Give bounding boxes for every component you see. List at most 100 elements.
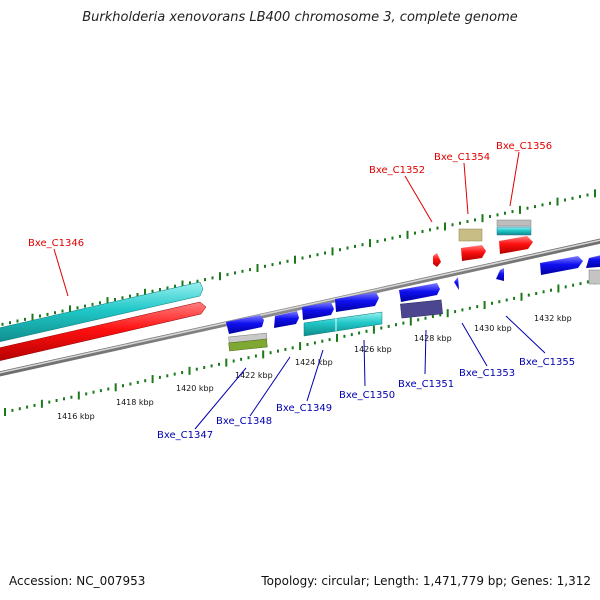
minor-tick [431, 315, 434, 318]
gene-feature[interactable] [0, 281, 204, 344]
bottom-gene-labels: Bxe_C1347 Bxe_C1348 Bxe_C1349 Bxe_C1350 … [157, 315, 575, 441]
minor-tick [429, 228, 431, 232]
minor-tick [550, 288, 552, 292]
cds-feature[interactable] [302, 302, 334, 320]
cds-feature[interactable] [0, 301, 207, 363]
gene-label-bxe-c1355[interactable]: Bxe_C1355 [519, 357, 575, 368]
major-tick [69, 305, 71, 314]
minor-tick [361, 243, 364, 247]
gene-feature[interactable] [496, 226, 532, 236]
cds-feature[interactable] [540, 256, 583, 275]
minor-tick [526, 206, 529, 210]
minor-tick [204, 278, 206, 282]
gene-label-bxe-c1356[interactable]: Bxe_C1356 [496, 141, 552, 152]
minor-tick [189, 281, 191, 285]
minor-tick [26, 405, 29, 409]
gene-feature[interactable] [400, 299, 443, 319]
gene-label-bxe-c1348[interactable]: Bxe_C1348 [216, 416, 272, 427]
major-tick [369, 239, 371, 248]
minor-tick [195, 367, 198, 371]
minor-tick [121, 296, 124, 300]
major-tick [31, 313, 34, 322]
scale-label: 1432 kbp [534, 314, 572, 323]
major-tick [483, 301, 486, 309]
minor-tick [18, 407, 21, 411]
minor-tick [1, 322, 4, 326]
gene-bxe-c1346[interactable] [0, 281, 207, 363]
minor-tick [527, 293, 530, 297]
cds-feature[interactable] [399, 283, 440, 302]
gene-label-bxe-c1354[interactable]: Bxe_C1354 [434, 152, 490, 163]
gene-feature[interactable] [588, 269, 600, 285]
minor-tick [9, 321, 11, 325]
minor-tick [269, 351, 272, 355]
minor-tick [439, 313, 442, 317]
major-tick [188, 366, 191, 375]
major-tick [219, 272, 221, 281]
minor-tick [399, 234, 401, 238]
minor-tick [511, 210, 514, 214]
minor-tick [196, 279, 199, 283]
summary-label: Topology: circular; Length: 1,471,779 bp… [261, 574, 591, 588]
cds-feature[interactable] [496, 268, 504, 281]
minor-tick [534, 205, 536, 209]
cds-feature[interactable] [461, 245, 486, 261]
minor-tick [241, 269, 244, 273]
minor-tick [240, 357, 243, 361]
minor-tick [99, 389, 102, 393]
gene-label-bxe-c1347[interactable]: Bxe_C1347 [157, 430, 213, 441]
cds-feature[interactable] [454, 277, 459, 290]
minor-tick [505, 298, 508, 302]
minor-tick [234, 271, 236, 275]
minor-tick [354, 244, 356, 248]
cds-feature[interactable] [499, 236, 533, 254]
minor-tick [468, 306, 471, 310]
backbone [0, 238, 600, 377]
minor-tick [249, 268, 251, 272]
minor-tick [358, 331, 361, 335]
cds-feature[interactable] [433, 253, 441, 267]
minor-tick [402, 321, 405, 325]
gene-label-bxe-c1353[interactable]: Bxe_C1353 [459, 368, 515, 379]
cds-feature[interactable] [335, 292, 379, 312]
cds-feature[interactable] [226, 315, 264, 334]
major-tick [225, 358, 228, 367]
major-tick [4, 408, 6, 416]
cds-feature[interactable] [274, 311, 299, 328]
cds-feature[interactable] [586, 253, 600, 268]
minor-tick [504, 211, 506, 215]
minor-tick [129, 294, 131, 298]
minor-tick [16, 319, 19, 323]
minor-tick [107, 387, 110, 391]
minor-tick [365, 329, 368, 333]
gene-label-bxe-c1346[interactable]: Bxe_C1346 [28, 238, 84, 249]
major-tick [106, 297, 109, 306]
major-tick [557, 284, 560, 293]
major-tick [481, 214, 484, 223]
major-tick [144, 288, 146, 297]
minor-tick [571, 196, 574, 200]
gene-label-bxe-c1351[interactable]: Bxe_C1351 [398, 379, 454, 390]
major-tick [262, 350, 265, 359]
gene-label-bxe-c1349[interactable]: Bxe_C1349 [276, 403, 332, 414]
gene-label-bxe-c1352[interactable]: Bxe_C1352 [369, 165, 425, 176]
minor-tick [122, 384, 124, 388]
minor-tick [173, 372, 176, 376]
gene-feature[interactable] [458, 228, 483, 242]
gene-feature[interactable] [496, 219, 532, 227]
gene-feature[interactable] [303, 311, 383, 337]
minor-tick [424, 316, 427, 320]
minor-tick [76, 306, 79, 310]
major-tick [331, 247, 334, 256]
major-tick [520, 292, 523, 301]
minor-tick [70, 395, 73, 399]
minor-tick [301, 256, 304, 260]
gene-label-bxe-c1350[interactable]: Bxe_C1350 [339, 390, 395, 401]
map-title: Burkholderia xenovorans LB400 chromosome… [82, 10, 518, 25]
minor-tick [549, 201, 551, 205]
gene-feature[interactable] [228, 338, 268, 352]
minor-tick [346, 246, 349, 250]
minor-tick [181, 371, 184, 374]
minor-tick [55, 399, 58, 402]
